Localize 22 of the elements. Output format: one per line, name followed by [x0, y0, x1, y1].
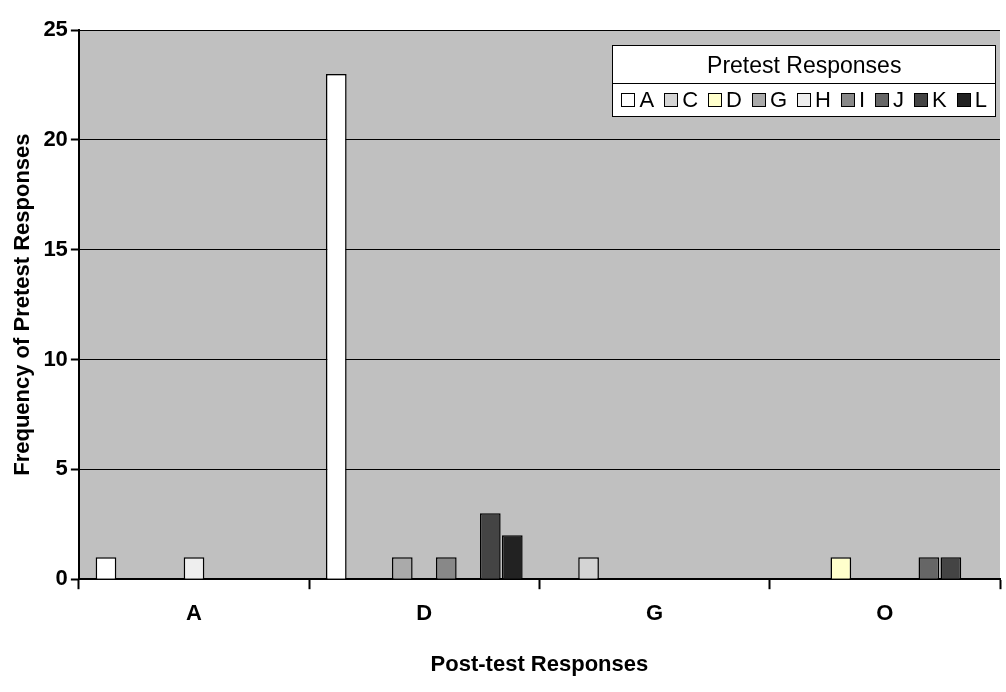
legend-label: D — [726, 87, 742, 113]
y-tick-label: 10 — [43, 345, 68, 371]
x-tick-label: A — [186, 600, 203, 626]
legend-label: C — [682, 87, 699, 113]
legend-label: H — [815, 87, 831, 113]
y-tick-label: 25 — [43, 16, 68, 42]
legend-label: L — [974, 87, 987, 113]
legend-label: G — [769, 87, 788, 113]
legend-label: J — [893, 87, 905, 113]
x-axis-title: Post-test Responses — [430, 650, 649, 676]
y-tick-label: 15 — [43, 235, 68, 261]
x-tick-label: G — [646, 600, 664, 626]
y-tick-label: 5 — [55, 455, 68, 481]
x-tick-label: D — [416, 600, 433, 626]
x-tick-label: O — [876, 600, 894, 626]
y-axis-title: Frequency of Pretest Responses — [9, 133, 35, 476]
legend-label: A — [639, 87, 655, 113]
y-tick-label: 0 — [55, 565, 68, 591]
y-tick-label: 20 — [43, 125, 68, 151]
legend-title: Pretest Responses — [613, 46, 995, 84]
legend-label: I — [858, 87, 866, 113]
legend-label: K — [932, 87, 947, 113]
